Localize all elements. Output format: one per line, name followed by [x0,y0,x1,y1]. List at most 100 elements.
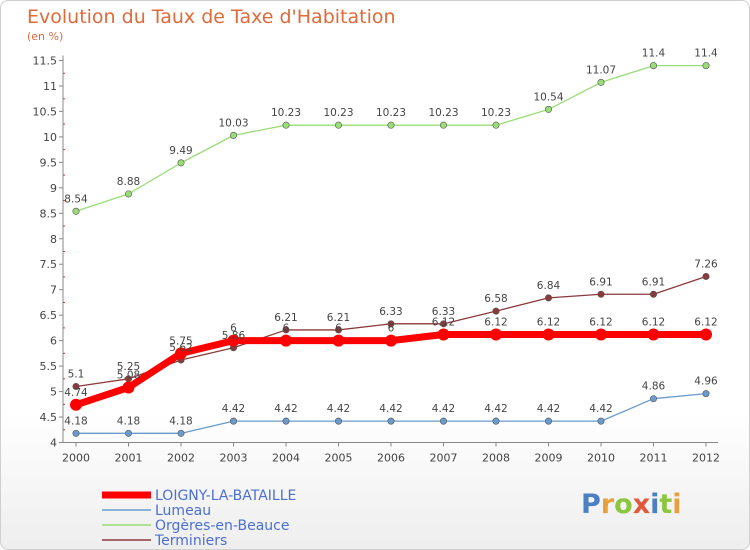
data-label: 10.23 [376,107,406,119]
x-tick-label: 2002 [167,452,195,465]
data-label: 10.23 [323,107,353,119]
data-point [334,417,342,425]
data-label: 5.75 [169,335,192,347]
x-tick-label: 2003 [220,452,248,465]
data-point [544,294,552,302]
data-point [702,62,710,70]
data-label: 11.4 [694,48,718,60]
series-3 [72,272,710,390]
data-point [649,395,657,403]
y-tick-label: 7 [50,284,57,297]
data-label: 10.03 [218,117,248,129]
data-label: 6.12 [589,317,612,329]
data-label: 4.42 [379,403,402,415]
data-label: 6.91 [589,276,612,288]
x-tick-label: 2007 [430,452,458,465]
data-label: 4.96 [694,376,718,388]
data-label: 11.07 [586,64,616,76]
y-tick-label: 5.5 [40,360,58,373]
data-label: 6.12 [694,317,717,329]
x-tick-label: 2011 [640,452,668,465]
data-point [227,334,240,347]
data-point [595,328,607,341]
data-label: 5.08 [117,369,140,381]
data-label: 6.91 [642,276,665,288]
data-label: 6.58 [484,293,507,305]
data-label: 6.84 [537,280,561,292]
logo-letter: P [581,489,601,520]
data-label: 11.4 [642,48,666,60]
data-label: 6 [335,323,342,335]
data-point [282,121,290,129]
data-point [334,121,342,129]
data-point [702,272,710,280]
data-label: 4.42 [274,403,297,415]
y-tick-label: 10 [43,131,57,144]
data-label: 4.42 [484,403,507,415]
y-tick-label: 8 [50,233,57,246]
legend-label: Lumeau [155,503,211,519]
series-0 [70,328,712,411]
chart-unit: (en %) [27,30,64,43]
data-label: 6.21 [327,312,350,324]
data-label: 6 [230,323,237,335]
data-point [437,328,450,341]
data-label: 4.18 [64,415,87,427]
data-point [280,334,292,347]
data-label: 6.12 [484,317,507,329]
data-label: 8.54 [64,193,88,205]
data-label: 4.18 [169,415,192,427]
data-point [125,190,133,198]
y-tick-label: 7.5 [40,258,58,271]
data-label: 4.42 [327,403,350,415]
data-label: 10.54 [533,91,563,103]
data-point [177,159,185,167]
data-point [122,381,135,394]
y-tick-label: 6.5 [40,309,58,322]
y-tick-label: 4 [50,437,57,450]
data-label: 4.42 [537,403,560,415]
data-point [597,417,605,425]
y-tick-label: 11.5 [33,55,58,68]
data-label: 7.26 [694,258,718,270]
logo-letter: i [650,489,660,520]
data-point [702,390,710,398]
data-label: 6.33 [432,306,455,318]
proxiti-logo: Proxiti [581,489,682,520]
x-tick-label: 2008 [482,452,510,465]
series-2 [72,62,710,215]
data-point [542,328,555,341]
data-point [72,429,80,437]
data-label: 10.23 [271,107,301,119]
y-tick-label: 9.5 [40,156,58,169]
data-point [492,417,500,425]
data-label: 4.74 [64,387,88,399]
data-point [597,78,605,86]
data-point [597,290,605,298]
logo-letter: i [672,489,682,520]
y-tick-label: 9 [50,182,57,195]
data-point [177,429,185,437]
data-label: 8.88 [117,176,140,188]
data-label: 5.1 [68,368,85,380]
data-label: 4.42 [432,403,455,415]
logo-letter: o [614,489,633,520]
chart-title: Evolution du Taux de Taxe d'Habitation [27,6,396,28]
data-label: 6 [283,323,290,335]
data-point [492,307,500,315]
legend-label: Orgères-en-Beauce [155,518,289,534]
data-label: 4.42 [589,403,612,415]
series-1 [72,390,710,437]
data-label: 6.12 [642,317,665,329]
data-label: 10.23 [428,107,458,119]
data-label: 4.18 [117,415,140,427]
y-tick-label: 5 [50,386,57,399]
x-tick-label: 2004 [272,452,300,465]
data-point [387,121,395,129]
data-point [72,382,80,390]
series-line [75,64,707,212]
x-tick-label: 2006 [377,452,405,465]
data-point [649,290,657,298]
x-tick-label: 2009 [535,452,563,465]
